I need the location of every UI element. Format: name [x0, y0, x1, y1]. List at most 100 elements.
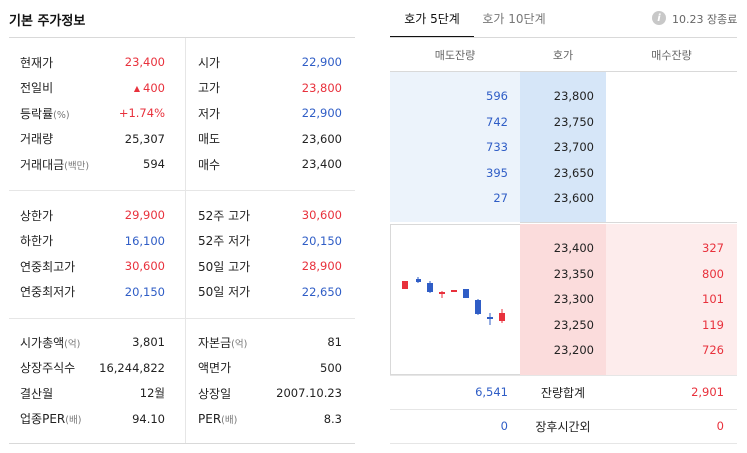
stock-info-row: 시가총액(억) 3,801 자본금(억) 81: [9, 329, 355, 355]
bid-volume-area: [606, 224, 737, 375]
candle: [416, 279, 421, 282]
info-label: 상장주식수: [20, 361, 76, 375]
section-divider: [9, 318, 355, 319]
ask-price-area: [520, 72, 606, 222]
ask-price[interactable]: 23,600: [553, 191, 594, 205]
mini-candle-chart: [390, 224, 520, 375]
info-value: 30,600: [301, 208, 342, 222]
unit-label: (억): [64, 338, 81, 350]
section-divider: [9, 443, 355, 444]
bid-volume: 327: [702, 241, 724, 255]
info-label: 전일비: [20, 81, 54, 95]
summary-divider: [390, 443, 737, 444]
info-value: 20,150: [124, 284, 165, 299]
bid-price[interactable]: 23,250: [553, 317, 594, 332]
info-value: ▲ 400: [133, 80, 165, 95]
info-value: 23,400: [124, 55, 165, 69]
unit-label: (억): [231, 338, 248, 350]
summary-bid-value: 2,901: [691, 385, 724, 399]
info-value: 16,100: [124, 233, 165, 248]
info-value: 22,650: [301, 284, 342, 299]
ask-price[interactable]: 23,700: [553, 140, 594, 154]
info-label: 고가: [198, 81, 221, 95]
info-label: 연중최저가: [20, 285, 76, 299]
info-value: 23,400: [301, 157, 342, 171]
tab-order-book-5[interactable]: 호가 5단계: [390, 0, 474, 38]
stock-info-row: 상한가 29,900 52주 고가 30,600: [9, 202, 355, 228]
info-value: 500: [320, 360, 342, 375]
summary-divider: [390, 409, 737, 410]
unit-label: (배): [65, 415, 82, 426]
up-triangle-icon: ▲: [133, 83, 141, 93]
info-label: 자본금(억): [198, 335, 248, 350]
info-label: 매도: [198, 132, 221, 146]
tab-order-book-10[interactable]: 호가 10단계: [482, 12, 546, 26]
unit-label: (%): [53, 109, 70, 121]
info-value: 2007.10.23: [276, 386, 342, 400]
info-label: 현재가: [20, 55, 54, 70]
ask-volume: 395: [486, 165, 508, 180]
info-value: 28,900: [301, 259, 342, 273]
stock-info-row: 업종PER(배) 94.10 PER(배) 8.3: [9, 406, 355, 432]
bid-volume: 800: [702, 266, 724, 281]
summary-label: 장후시간외: [535, 419, 591, 434]
summary-ask-value: 0: [500, 419, 508, 433]
candle-chart-svg: [402, 277, 505, 325]
bid-price[interactable]: 23,350: [553, 266, 594, 281]
ask-volume: 596: [486, 89, 508, 103]
info-label: 52주 고가: [198, 208, 251, 223]
info-label: 시가총액(억): [20, 335, 81, 350]
section-divider: [9, 190, 355, 191]
ask-price[interactable]: 23,750: [553, 114, 594, 129]
info-value: 3,801: [132, 335, 165, 349]
stock-info-row: 거래량 25,307 매도 23,600: [9, 126, 355, 152]
info-label: 거래대금(백만): [20, 157, 90, 172]
bid-price-area: [520, 224, 606, 375]
info-value: 81: [327, 335, 342, 349]
unit-label: (백만): [64, 160, 90, 172]
info-label: 결산월: [20, 386, 54, 401]
info-label: 50일 저가: [198, 285, 251, 299]
info-label: 업종PER(배): [20, 412, 82, 426]
stock-info-row: 거래대금(백만) 594 매수 23,400: [9, 151, 355, 177]
summary-label: 잔량합계: [540, 385, 586, 400]
info-label: 하한가: [20, 234, 54, 248]
info-value: 22,900: [301, 55, 342, 69]
info-label: 상한가: [20, 208, 54, 223]
basic-stock-info-panel: 기본 주가정보 현재가 23,400 시가 22,900 전일비 ▲ 400 고가…: [0, 0, 355, 453]
stock-info-row: 상장주식수 16,244,822 액면가 500: [9, 355, 355, 381]
candle: [439, 292, 445, 294]
candle: [402, 281, 408, 289]
panel-title: 기본 주가정보: [9, 14, 86, 29]
info-value: +1.74%: [118, 106, 165, 120]
ask-volume-area: [390, 72, 520, 222]
bid-volume: 119: [702, 317, 724, 332]
bid-volume: 726: [702, 343, 724, 357]
info-value: 23,800: [301, 80, 342, 95]
bid-price[interactable]: 23,300: [553, 292, 594, 306]
ask-price[interactable]: 23,650: [553, 165, 594, 180]
header-ask-volume: 매도잔량: [434, 48, 476, 62]
summary-bid-value: 0: [716, 419, 724, 433]
info-label: 저가: [198, 106, 221, 121]
ask-price[interactable]: 23,800: [553, 89, 594, 103]
order-book-panel: 호가 5단계 호가 10단계 i 10.23 장종료 매도잔량 호가 매수잔량: [390, 0, 737, 453]
bid-price[interactable]: 23,200: [553, 343, 594, 357]
bid-volume: 101: [702, 292, 724, 306]
stock-info-row: 등락률(%) +1.74% 저가 22,900: [9, 100, 355, 126]
info-icon[interactable]: i: [652, 11, 666, 25]
stock-info-row: 현재가 23,400 시가 22,900: [9, 49, 355, 75]
stock-info-row: 연중최고가 30,600 50일 고가 28,900: [9, 253, 355, 279]
summary-ask-value: 6,541: [475, 385, 508, 399]
info-value: 20,150: [301, 233, 342, 248]
ask-volume: 27: [493, 191, 508, 205]
info-value: 25,307: [124, 131, 165, 146]
header-price: 호가: [552, 48, 574, 62]
info-value: 30,600: [124, 259, 165, 273]
info-value: 23,600: [301, 131, 342, 146]
stock-info-row: 하한가 16,100 52주 저가 20,150: [9, 228, 355, 254]
info-value: 22,900: [301, 106, 342, 120]
column-divider: [185, 38, 186, 190]
bid-price[interactable]: 23,400: [553, 241, 594, 255]
ask-volume: 733: [486, 140, 508, 154]
